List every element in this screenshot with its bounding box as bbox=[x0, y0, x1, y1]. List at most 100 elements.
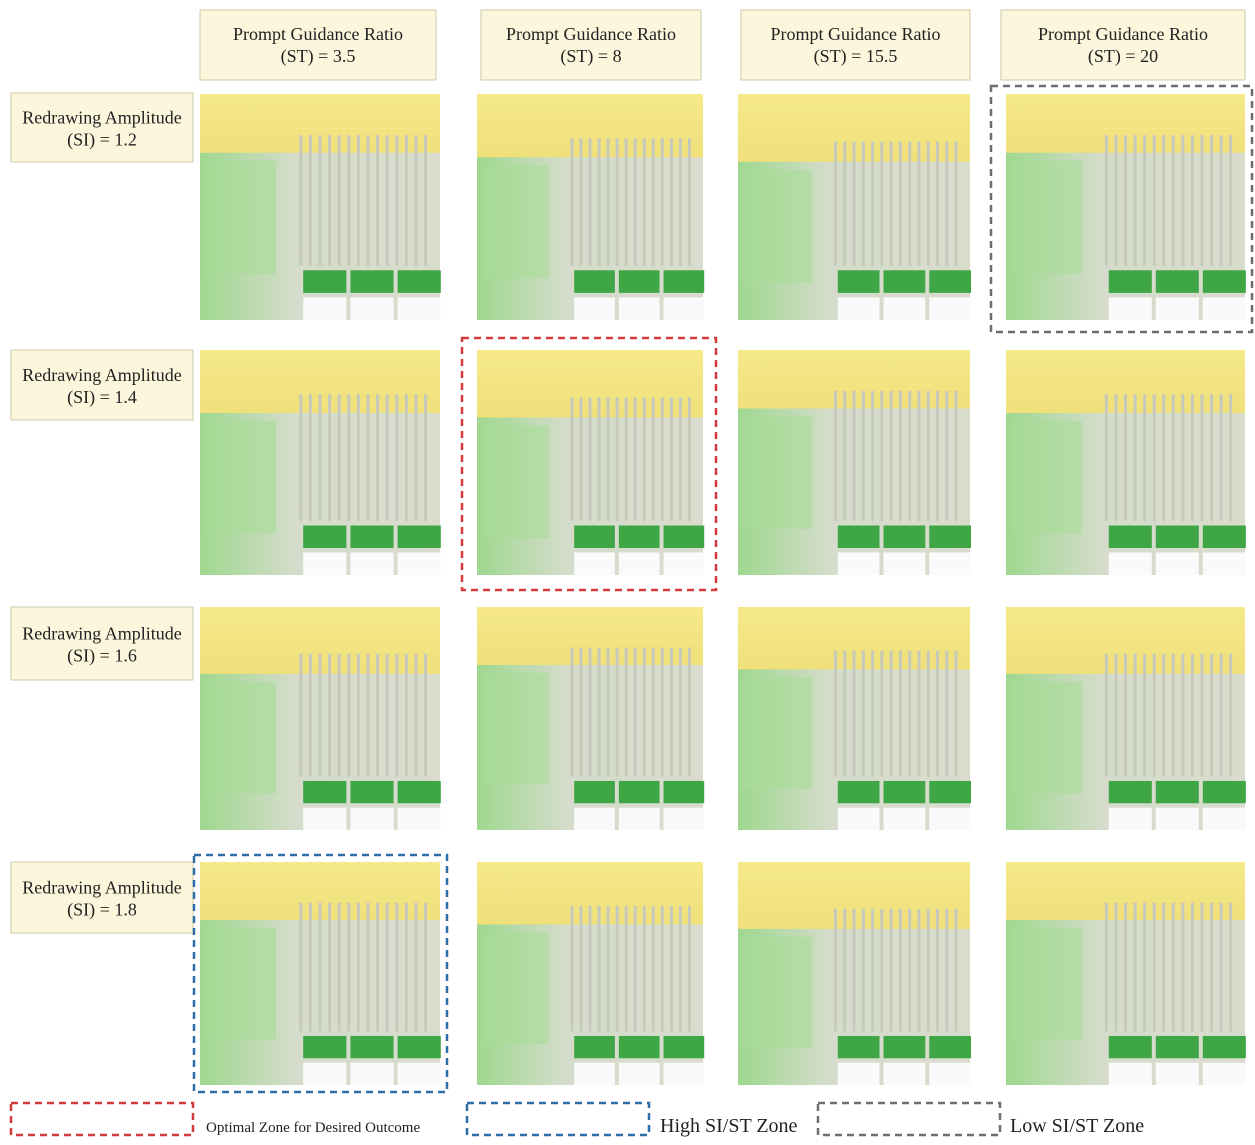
window-green bbox=[350, 780, 394, 804]
window-green bbox=[303, 525, 347, 548]
window-green bbox=[1202, 525, 1246, 548]
facade-patch bbox=[1010, 681, 1082, 794]
window-white bbox=[574, 807, 615, 830]
window-green bbox=[663, 270, 705, 293]
window-white bbox=[618, 297, 660, 320]
window-green bbox=[618, 1035, 660, 1059]
window-white bbox=[397, 297, 441, 320]
window-green bbox=[663, 1035, 705, 1059]
window-white bbox=[574, 552, 615, 575]
row-label-box bbox=[10, 606, 194, 681]
result-image bbox=[200, 94, 441, 320]
result-image bbox=[1006, 94, 1246, 320]
window-green bbox=[1155, 780, 1199, 804]
window-white bbox=[397, 1062, 441, 1085]
result-image bbox=[738, 350, 972, 575]
window-white bbox=[1108, 807, 1152, 830]
window-white bbox=[837, 552, 880, 575]
result-image bbox=[477, 607, 705, 830]
window-green bbox=[883, 270, 926, 293]
row-label-text: Redrawing Amplitude bbox=[22, 365, 181, 385]
window-white bbox=[663, 552, 705, 575]
legend-label: Low SI/ST Zone bbox=[1010, 1115, 1144, 1137]
window-green bbox=[1155, 525, 1199, 548]
window-white bbox=[663, 807, 705, 830]
window-green bbox=[929, 1035, 972, 1059]
low-zone-box bbox=[989, 84, 1254, 334]
window-white bbox=[303, 807, 347, 830]
result-image bbox=[477, 94, 705, 320]
facade-patch bbox=[481, 672, 549, 785]
window-green bbox=[397, 525, 441, 548]
facade-patch bbox=[204, 160, 276, 274]
window-white bbox=[929, 1062, 972, 1085]
window-white bbox=[1155, 1062, 1199, 1085]
result-image bbox=[738, 607, 972, 830]
window-green bbox=[837, 525, 880, 548]
window-green bbox=[1202, 270, 1246, 293]
column-header-box bbox=[199, 9, 437, 81]
column-header-box bbox=[480, 9, 702, 81]
window-green bbox=[837, 1035, 880, 1059]
window-white bbox=[303, 1062, 347, 1085]
row-label-text: (SI) = 1.6 bbox=[67, 646, 137, 667]
legend-swatch bbox=[9, 1101, 195, 1137]
result-image bbox=[200, 350, 441, 575]
window-green bbox=[663, 780, 705, 804]
window-white bbox=[350, 552, 394, 575]
facade-patch bbox=[481, 425, 549, 538]
facade-patch bbox=[204, 421, 276, 534]
row-label-text: (SI) = 1.2 bbox=[67, 130, 137, 151]
facade-patch bbox=[742, 936, 812, 1049]
window-white bbox=[1108, 1062, 1152, 1085]
window-white bbox=[303, 297, 347, 320]
row-label-text: (SI) = 1.4 bbox=[67, 387, 137, 408]
window-white bbox=[1155, 297, 1199, 320]
window-white bbox=[1202, 807, 1246, 830]
window-green bbox=[574, 525, 615, 548]
result-image bbox=[200, 862, 441, 1085]
result-image bbox=[477, 350, 705, 575]
window-white bbox=[303, 552, 347, 575]
window-green bbox=[837, 270, 880, 293]
result-image bbox=[738, 94, 972, 320]
window-white bbox=[883, 1062, 926, 1085]
column-header-text: (ST) = 15.5 bbox=[814, 46, 898, 67]
window-green bbox=[350, 525, 394, 548]
column-header-text: Prompt Guidance Ratio bbox=[233, 24, 403, 44]
result-image bbox=[738, 862, 972, 1085]
window-white bbox=[397, 807, 441, 830]
facade-patch bbox=[1010, 927, 1082, 1040]
window-green bbox=[350, 1035, 394, 1059]
column-header-text: (ST) = 3.5 bbox=[281, 46, 356, 67]
legend-label: Optimal Zone for Desired Outcome bbox=[206, 1120, 420, 1136]
window-green bbox=[574, 270, 615, 293]
window-green bbox=[883, 780, 926, 804]
facade-patch bbox=[742, 677, 812, 789]
row-label-box bbox=[10, 349, 194, 421]
window-green bbox=[1155, 1035, 1199, 1059]
facade-patch bbox=[204, 681, 276, 794]
window-green bbox=[1202, 1035, 1246, 1059]
result-image bbox=[477, 862, 705, 1085]
window-green bbox=[1155, 270, 1199, 293]
window-white bbox=[1108, 552, 1152, 575]
window-white bbox=[929, 297, 972, 320]
window-green bbox=[929, 780, 972, 804]
window-green bbox=[397, 270, 441, 293]
window-white bbox=[837, 1062, 880, 1085]
window-green bbox=[574, 1035, 615, 1059]
window-white bbox=[663, 297, 705, 320]
window-green bbox=[303, 270, 347, 293]
window-white bbox=[837, 807, 880, 830]
window-green bbox=[574, 780, 615, 804]
result-image bbox=[1006, 607, 1246, 830]
window-green bbox=[350, 270, 394, 293]
window-white bbox=[397, 552, 441, 575]
window-green bbox=[663, 525, 705, 548]
window-green bbox=[929, 525, 972, 548]
window-white bbox=[929, 552, 972, 575]
column-header-text: (ST) = 20 bbox=[1088, 46, 1158, 67]
